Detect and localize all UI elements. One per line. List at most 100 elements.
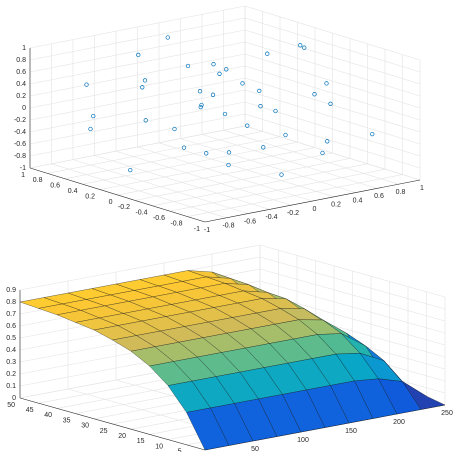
grid-line — [169, 168, 386, 212]
grid-line — [82, 141, 298, 185]
z-tick-label: 0 — [22, 105, 26, 112]
point — [328, 101, 333, 106]
x-tick-label: -1 — [204, 227, 210, 234]
y-tick-label: 0.4 — [68, 188, 78, 195]
point — [265, 51, 270, 56]
point — [210, 92, 216, 97]
x-tick-label: 1 — [420, 185, 424, 192]
x-tick-label: 250 — [441, 410, 453, 417]
x-tick-label: 0.6 — [374, 193, 384, 200]
y-tick-label: -0.6 — [153, 215, 165, 222]
point — [312, 92, 317, 97]
grid-line — [99, 147, 316, 190]
x-tick-label: -0.4 — [265, 214, 277, 221]
point — [298, 43, 303, 48]
z-tick-label: -1 — [20, 165, 26, 172]
x-tick-label: -0.2 — [287, 210, 299, 217]
x-tick-label: 200 — [393, 419, 405, 426]
grid-line — [244, 41, 421, 97]
point — [143, 118, 148, 123]
grid-line — [259, 280, 446, 334]
grid-line — [244, 17, 421, 73]
z-tick-label: -0.8 — [14, 153, 26, 160]
y-tick-label: 35 — [63, 417, 71, 424]
point — [211, 62, 216, 67]
grid-line — [244, 89, 421, 145]
grid-line — [29, 5, 246, 49]
z-tick-label: 0.4 — [6, 347, 16, 354]
z-tick-label: -0.6 — [14, 141, 26, 148]
point — [181, 145, 187, 150]
grid-line — [187, 174, 403, 217]
grid-line — [152, 163, 368, 207]
point — [128, 167, 133, 173]
point — [198, 104, 203, 110]
point — [258, 104, 263, 109]
grid-line — [244, 77, 421, 133]
z-tick-label: 0.3 — [6, 359, 16, 366]
z-tick-label: 0.8 — [6, 299, 16, 306]
point — [261, 145, 266, 150]
x-tick-label: -0.6 — [244, 218, 256, 225]
grid-line — [29, 29, 246, 73]
y-tick-label: 0.2 — [85, 193, 95, 200]
z-tick-label: 0.9 — [6, 287, 16, 294]
grid-line — [29, 65, 246, 109]
z-tick-label: 1 — [22, 45, 26, 52]
grid-line — [244, 65, 421, 121]
y-tick-label: -0.2 — [118, 204, 130, 211]
z-tick-label: 0.4 — [16, 81, 26, 88]
y-axis — [19, 397, 206, 451]
z-tick-label: 0.6 — [6, 323, 16, 330]
y-tick-label: 1 — [21, 172, 25, 179]
y-tick-label: -0.8 — [170, 220, 182, 227]
z-tick-label: 0.5 — [6, 335, 16, 342]
grid-line — [244, 5, 421, 61]
z-tick-label: 0.7 — [6, 311, 16, 318]
y-tick-label: -1 — [194, 226, 200, 233]
grid-line — [244, 125, 421, 181]
point — [224, 67, 229, 72]
point — [302, 45, 307, 50]
y-tick-label: 0.6 — [50, 183, 60, 190]
grid-line — [244, 113, 421, 169]
z-tick-label: 0 — [12, 395, 16, 402]
y-tick-label: 0 — [109, 199, 113, 206]
point — [165, 35, 170, 40]
z-tick-label: 0.2 — [6, 371, 16, 378]
x-tick-label: 100 — [297, 437, 309, 444]
point — [370, 131, 375, 137]
grid-line — [244, 101, 421, 157]
point — [226, 150, 232, 155]
y-tick-label: 50 — [7, 402, 15, 409]
point — [172, 126, 177, 132]
grid-line — [29, 125, 246, 169]
y-tick-label: 20 — [118, 433, 126, 440]
grid-line — [29, 41, 246, 85]
point — [217, 71, 222, 76]
point — [199, 102, 204, 108]
grid-line — [259, 268, 446, 322]
grid-line — [259, 256, 446, 310]
x-tick-label: -0.8 — [222, 223, 234, 230]
grid-line — [117, 152, 333, 196]
grid-line — [29, 77, 246, 121]
point — [136, 52, 141, 58]
point — [226, 162, 231, 168]
point — [142, 78, 148, 83]
y-tick-label: 0.8 — [33, 177, 43, 184]
grid-line — [29, 17, 246, 61]
grid-line — [29, 89, 246, 133]
grid-line — [19, 244, 261, 291]
point — [88, 126, 93, 132]
point — [222, 111, 228, 117]
point — [324, 81, 329, 86]
point — [273, 108, 278, 114]
y-tick-label: 15 — [137, 438, 145, 445]
x-tick-label: 0.8 — [396, 189, 406, 196]
x-axis — [204, 179, 421, 223]
z-tick-label: 0.8 — [16, 57, 26, 64]
grid-line — [47, 131, 263, 174]
